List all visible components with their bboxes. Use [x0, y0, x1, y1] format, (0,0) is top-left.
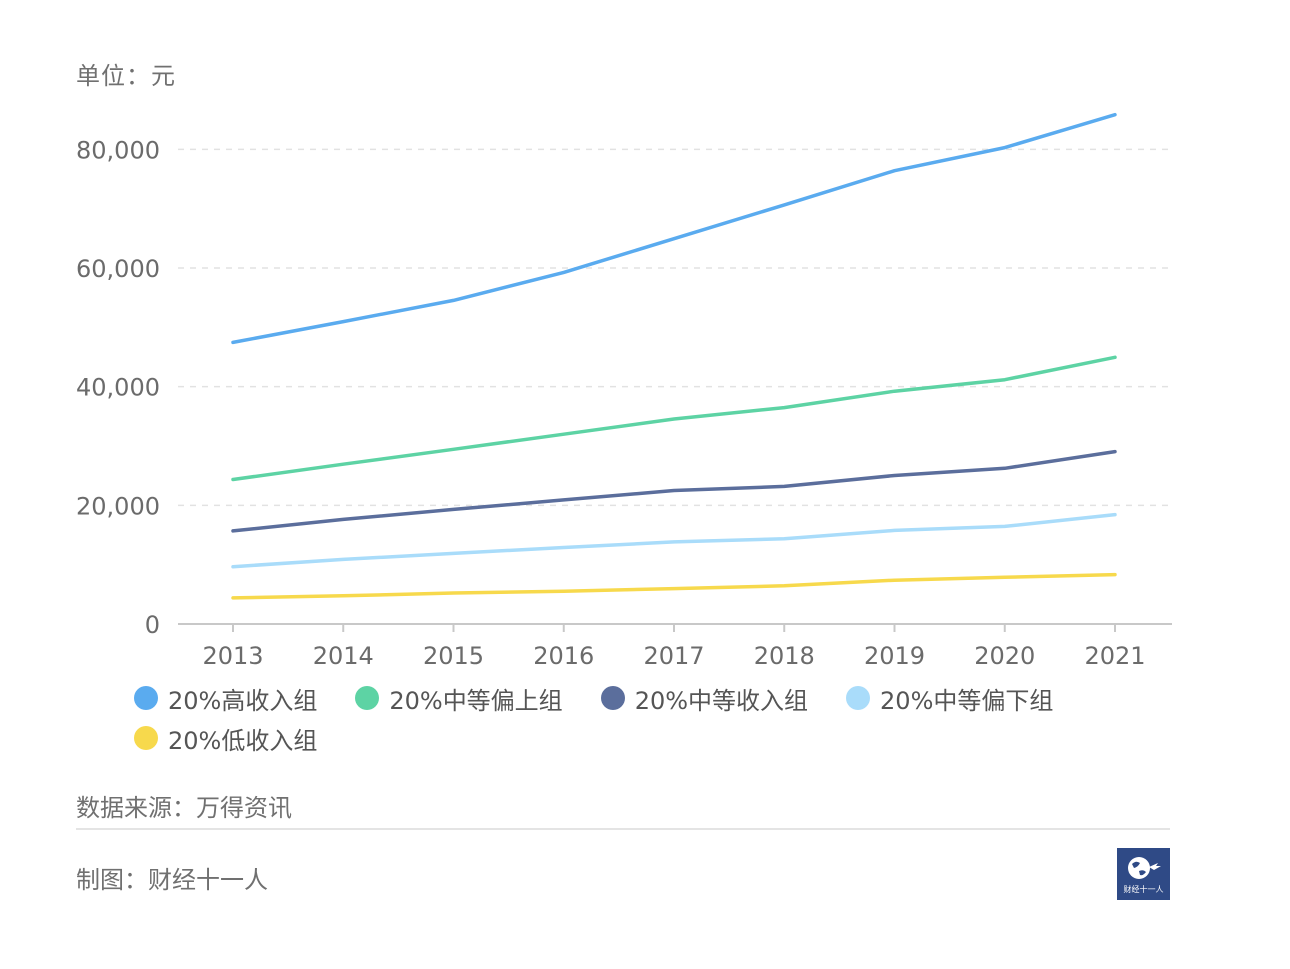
unit-label: 单位：元	[76, 62, 176, 90]
y-tick-label: 80,000	[76, 136, 160, 164]
series-line-5	[231, 572, 1117, 600]
y-tick-label: 0	[145, 611, 160, 639]
line-chart: 0 20,000 40,000 60,000 80,000 2013 2014 2015 201…	[76, 112, 1172, 670]
legend-marker	[846, 686, 871, 710]
x-tick-label: 2020	[974, 642, 1035, 670]
x-tick-label: 2014	[313, 642, 374, 670]
legend-label: 20%中等收入组	[634, 686, 809, 715]
x-tick-label: 2016	[533, 642, 594, 670]
legend-item-2: 20%中等偏上组	[355, 684, 563, 715]
legend-marker	[134, 726, 158, 750]
legend: 20%高收入组 20%中等偏上组 20%中等收入组 20%中等偏下组 20%低收入组	[134, 684, 1184, 755]
source-label: 数据来源：万得资讯	[76, 794, 292, 822]
legend-label: 20%中等偏下组	[880, 686, 1054, 715]
divider	[76, 828, 1170, 830]
legend-item-4: 20%中等偏下组	[846, 684, 1053, 715]
x-tick-label: 2021	[1084, 642, 1145, 670]
credit-label: 制图：财经十一人	[76, 866, 268, 894]
x-tick-label: 2013	[202, 642, 263, 670]
series-line-3	[231, 449, 1117, 533]
x-tick-label: 2018	[754, 642, 815, 670]
axes: 0 20,000 40,000 60,000 80,000 2013 2014 2015 201…	[76, 136, 1172, 670]
legend-marker	[600, 686, 625, 710]
legend-label: 20%低收入组	[168, 726, 318, 755]
x-tick-label: 2017	[643, 642, 704, 670]
legend-marker	[355, 686, 380, 710]
legend-label: 20%中等偏上组	[389, 686, 563, 715]
series-lines	[231, 112, 1117, 600]
y-tick-label: 60,000	[76, 255, 160, 283]
legend-marker	[134, 686, 158, 710]
x-tick-label: 2015	[423, 642, 484, 670]
x-tick-label: 2019	[864, 642, 925, 670]
globe-icon	[1128, 857, 1161, 879]
series-line-2	[231, 355, 1117, 482]
legend-label: 20%高收入组	[168, 686, 318, 715]
y-tick-label: 40,000	[76, 374, 160, 402]
legend-item-1: 20%高收入组	[134, 684, 317, 715]
brand-logo: 财经十一人	[1117, 848, 1170, 900]
logo-text: 财经十一人	[1123, 885, 1164, 894]
grid-lines	[178, 148, 1172, 507]
series-line-4	[231, 512, 1117, 569]
legend-item-5: 20%低收入组	[134, 724, 317, 755]
y-tick-label: 20,000	[76, 492, 160, 520]
legend-item-3: 20%中等收入组	[600, 684, 808, 715]
series-line-1	[231, 112, 1117, 345]
